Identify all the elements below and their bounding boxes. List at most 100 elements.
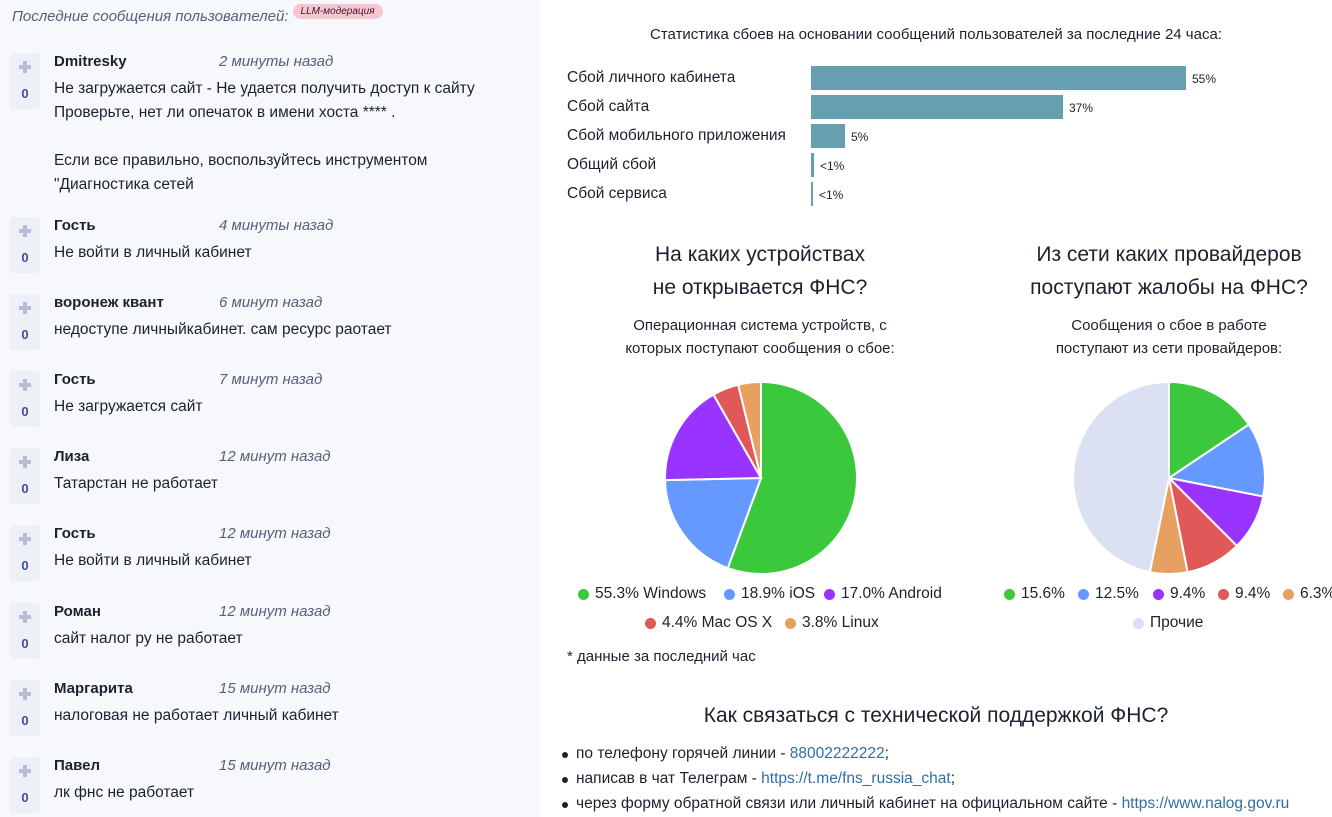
bar-label: Сбой сайта bbox=[567, 98, 650, 115]
bar bbox=[811, 182, 813, 206]
vote-widget[interactable]: 0 bbox=[10, 217, 40, 273]
vote-widget[interactable]: 0 bbox=[10, 525, 40, 581]
support-title: Как связаться с технической поддержкой Ф… bbox=[703, 704, 1169, 727]
support-item-telegram: написав в чат Телеграм - https://t.me/fn… bbox=[562, 770, 955, 788]
message-time: 12 минут назад bbox=[219, 603, 331, 620]
providers-chart-subtitle: Сообщения о сбое в работе поступают из с… bbox=[1000, 314, 1332, 360]
upvote-plus-icon[interactable] bbox=[19, 688, 31, 700]
vote-widget[interactable]: 0 bbox=[10, 757, 40, 813]
pie-slice bbox=[726, 380, 858, 575]
vote-count: 0 bbox=[21, 481, 29, 496]
support-prefix: написав в чат Телеграм - bbox=[576, 770, 762, 787]
legend-item: 9.4% bbox=[1218, 585, 1270, 603]
message-text: лк фнс не работает bbox=[54, 784, 195, 801]
vote-count: 0 bbox=[21, 636, 29, 651]
legend-item: Прочие bbox=[1133, 614, 1203, 632]
upvote-plus-icon[interactable] bbox=[19, 456, 31, 468]
vote-widget[interactable]: 0 bbox=[10, 603, 40, 659]
vote-widget[interactable]: 0 bbox=[10, 448, 40, 504]
upvote-plus-icon[interactable] bbox=[19, 225, 31, 237]
vote-widget[interactable]: 0 bbox=[10, 294, 40, 350]
legend-label: 4.4% Mac OS X bbox=[662, 614, 773, 631]
legend-item: 15.6% bbox=[1004, 585, 1065, 603]
message-author: Роман bbox=[54, 603, 101, 620]
vote-count: 0 bbox=[21, 404, 29, 419]
message-author: воронеж квант bbox=[54, 294, 164, 311]
legend-item: 55.3% Windows bbox=[578, 585, 706, 603]
legend-item: 18.9% iOS bbox=[724, 585, 815, 603]
message-text: недоступе личныйкабинет. сам ресурс раот… bbox=[54, 321, 392, 338]
legend-item: 4.4% Mac OS X bbox=[645, 614, 772, 632]
message-time: 15 минут назад bbox=[219, 680, 331, 697]
legend-dot-icon bbox=[1153, 588, 1164, 600]
pie-slice bbox=[736, 380, 762, 479]
message-text: Не загружается сайт bbox=[54, 398, 203, 415]
legend-label: 6.3% bbox=[1300, 585, 1332, 602]
support-prefix: по телефону горячей линии - bbox=[576, 745, 790, 762]
message-time: 4 минуты назад bbox=[219, 217, 334, 234]
message-text: Не войти в личный кабинет bbox=[54, 552, 252, 569]
legend-label: 12.5% bbox=[1095, 585, 1139, 602]
telegram-chat-link[interactable]: https://t.me/fns_russia_chat bbox=[761, 770, 951, 787]
devices-title-line1: На каких устройствах bbox=[655, 243, 865, 266]
upvote-plus-icon[interactable] bbox=[19, 379, 31, 391]
bar bbox=[811, 66, 1186, 90]
legend-label: 9.4% bbox=[1235, 585, 1271, 602]
providers-title-line1: Из сети каких провайдеров bbox=[1036, 243, 1302, 266]
vote-count: 0 bbox=[21, 558, 29, 573]
legend-dot-icon bbox=[785, 617, 796, 629]
bar-chart-title: Статистика сбоев на основании сообщений … bbox=[650, 26, 1222, 43]
bar-value-label: <1% bbox=[820, 159, 845, 173]
upvote-plus-icon[interactable] bbox=[19, 533, 31, 545]
message-text: Не загружается сайт - Не удается получит… bbox=[54, 80, 475, 193]
message-author: Лиза bbox=[54, 448, 90, 465]
message-time: 6 минут назад bbox=[219, 294, 323, 311]
message-text: Не войти в личный кабинет bbox=[54, 244, 252, 261]
message-time: 12 минут назад bbox=[219, 448, 331, 465]
bar-label: Общий сбой bbox=[567, 156, 657, 173]
devices-title-line2: не открывается ФНС? bbox=[652, 276, 868, 299]
nalog-website-link[interactable]: https://www.nalog.gov.ru bbox=[1121, 795, 1290, 812]
legend-label: 3.8% Linux bbox=[802, 614, 879, 631]
pie-slice bbox=[664, 476, 763, 570]
message-author: Dmitresky bbox=[54, 53, 127, 70]
legend-dot-icon bbox=[1133, 617, 1144, 629]
vote-count: 0 bbox=[21, 713, 29, 728]
hotline-phone-link[interactable]: 88002222222 bbox=[789, 745, 885, 762]
pie-slice bbox=[1166, 423, 1266, 498]
devices-chart-subtitle: Операционная система устройств, с которы… bbox=[580, 314, 940, 360]
upvote-plus-icon[interactable] bbox=[19, 765, 31, 777]
legend-dot-icon bbox=[1004, 588, 1015, 600]
message-author: Гость bbox=[54, 217, 96, 234]
bar bbox=[811, 95, 1063, 119]
messages-title: Последние сообщения пользователей: bbox=[12, 7, 289, 25]
message-time: 2 минуты назад bbox=[219, 53, 334, 70]
bar-label: Сбой сервиса bbox=[567, 185, 667, 202]
upvote-plus-icon[interactable] bbox=[19, 61, 31, 73]
support-prefix: через форму обратной связи или личный ка… bbox=[576, 795, 1122, 812]
legend-dot-icon bbox=[724, 588, 735, 600]
vote-widget[interactable]: 0 bbox=[10, 371, 40, 427]
legend-label: 18.9% iOS bbox=[741, 585, 816, 602]
upvote-plus-icon[interactable] bbox=[19, 302, 31, 314]
providers-subtitle-line1: Сообщения о сбое в работе bbox=[1071, 317, 1267, 334]
legend-dot-icon bbox=[1218, 588, 1229, 600]
support-suffix: ; bbox=[884, 745, 889, 762]
devices-subtitle-line1: Операционная система устройств, с bbox=[633, 317, 887, 334]
message-author: Павел bbox=[54, 757, 101, 774]
message-author: Гость bbox=[54, 525, 96, 542]
bar-label: Сбой личного кабинета bbox=[567, 69, 736, 86]
messages-panel: Последние сообщения пользователей: LLM-м… bbox=[0, 0, 540, 817]
upvote-plus-icon[interactable] bbox=[19, 611, 31, 623]
message-time: 7 минут назад bbox=[219, 371, 323, 388]
message-author: Гость bbox=[54, 371, 96, 388]
vote-widget[interactable]: 0 bbox=[10, 53, 40, 109]
support-suffix: ; bbox=[950, 770, 955, 787]
message-text: Татарстан не работает bbox=[54, 475, 219, 492]
devices-subtitle-line2: которых поступают сообщения о сбое: bbox=[625, 340, 895, 357]
message-text: сайт налог ру не работает bbox=[54, 630, 243, 647]
bar-value-label: <1% bbox=[819, 188, 844, 202]
bar-value-label: 55% bbox=[1192, 72, 1217, 86]
vote-widget[interactable]: 0 bbox=[10, 680, 40, 736]
legend-item: 9.4% bbox=[1153, 585, 1205, 603]
